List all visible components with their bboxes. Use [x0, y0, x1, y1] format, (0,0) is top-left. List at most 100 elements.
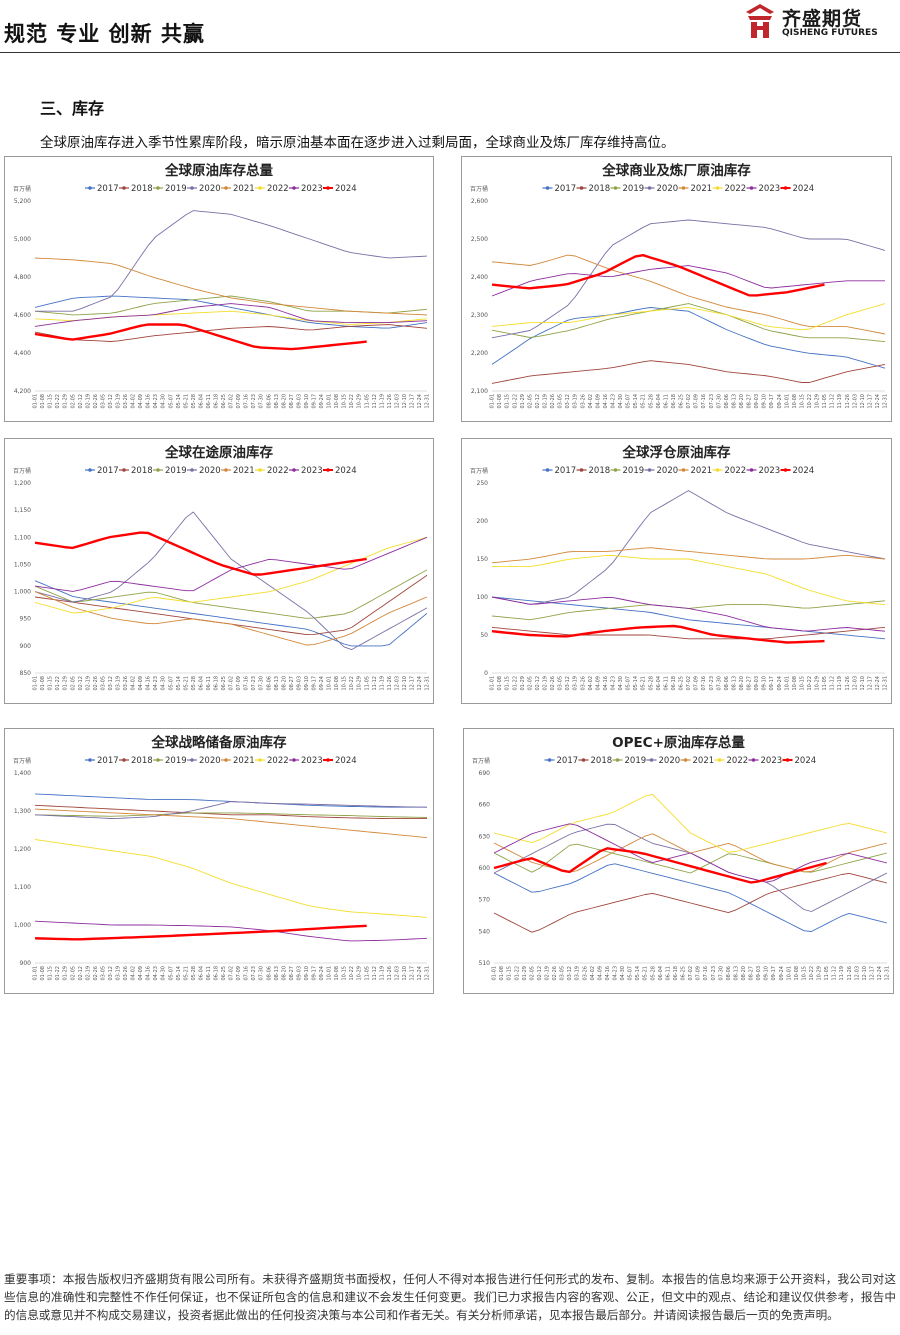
legend-marker: [88, 758, 92, 762]
series-line-2017: [493, 863, 888, 932]
x-tick-label: 05-14: [633, 394, 639, 409]
x-tick-label: 05-28: [650, 966, 656, 981]
x-tick-label: 04-30: [161, 676, 167, 691]
x-tick-label: 05-07: [626, 394, 632, 409]
x-tick-label: 03-26: [582, 966, 588, 981]
y-unit-label: 百万桶: [13, 467, 31, 475]
legend-marker: [292, 468, 296, 472]
legend-label: 2020: [199, 184, 221, 194]
x-tick-label: 03-12: [565, 394, 571, 409]
x-tick-label: 12-03: [852, 394, 858, 409]
x-tick-label: 05-21: [183, 676, 189, 691]
series-line-2017: [34, 793, 427, 808]
x-tick-label: 06-11: [206, 966, 212, 981]
x-tick-label: 08-13: [274, 394, 280, 409]
x-tick-label: 07-09: [236, 676, 242, 691]
x-tick-label: 08-20: [739, 394, 745, 409]
legend-marker: [292, 186, 296, 190]
y-unit-label: 百万桶: [472, 757, 490, 765]
x-tick-label: 12-24: [875, 676, 881, 691]
x-tick-label: 05-28: [191, 966, 197, 981]
legend-label: 2017: [97, 756, 119, 766]
x-tick-label: 02-26: [93, 394, 99, 409]
x-tick-label: 11-19: [837, 676, 843, 691]
chart-floating-storage: 全球浮仓原油库存 2017 2018 2019 2020 2021 2022 2023 2024…: [461, 438, 892, 704]
y-tick-label: 570: [479, 897, 491, 904]
y-tick-label: 1,000: [14, 589, 31, 596]
y-tick-label: 1,100: [14, 884, 31, 891]
x-tick-label: 10-01: [327, 394, 333, 409]
legend-label: 2021: [693, 756, 715, 766]
x-tick-label: 06-25: [681, 966, 687, 981]
legend-marker: [783, 186, 788, 190]
company-logo: 齐盛期货 QISHENG FUTURES: [742, 2, 892, 42]
series-line-2017: [34, 580, 428, 647]
x-tick-label: 11-12: [372, 676, 378, 691]
legend-marker: [292, 758, 296, 762]
x-tick-label: 03-19: [116, 966, 122, 981]
x-tick-label: 06-18: [214, 966, 220, 981]
x-tick-label: 03-26: [123, 394, 129, 409]
x-tick-label: 09-17: [771, 966, 777, 981]
x-tick-label: 10-22: [349, 394, 355, 409]
x-tick-label: 04-23: [611, 676, 617, 691]
x-tick-label: 06-11: [206, 394, 212, 409]
chart-opec-plus: OPEC+原油库存总量 2017 2018 2019 2020 2021 2022 2023 2…: [463, 728, 894, 994]
x-tick-label: 07-23: [251, 676, 257, 691]
x-tick-label: 09-03: [296, 394, 302, 409]
x-tick-label: 11-05: [824, 966, 830, 981]
x-tick-label: 10-08: [794, 966, 800, 981]
x-tick-label: 04-02: [588, 676, 594, 691]
x-tick-label: 11-26: [387, 394, 393, 409]
qisheng-emblem-icon: [746, 4, 774, 38]
x-tick-label: 05-21: [643, 966, 649, 981]
x-tick-label: 07-09: [694, 394, 700, 409]
x-tick-label: 01-01: [490, 676, 496, 691]
legend-label: 2022: [725, 466, 747, 476]
x-tick-label: 03-26: [123, 676, 129, 691]
x-tick-label: 07-23: [709, 676, 715, 691]
x-tick-label: 10-22: [807, 394, 813, 409]
legend-marker: [224, 468, 228, 472]
y-tick-label: 0: [484, 670, 488, 677]
series-line-2023: [491, 265, 885, 297]
legend-label: 2018: [131, 184, 153, 194]
legend-label: 2019: [623, 184, 645, 194]
logo-cn-text: 齐盛期货: [782, 8, 863, 30]
x-tick-label: 04-23: [153, 966, 159, 981]
x-tick-label: 12-31: [425, 966, 431, 981]
x-tick-label: 02-05: [527, 394, 533, 409]
x-tick-label: 08-27: [289, 394, 295, 409]
x-tick-label: 02-05: [70, 966, 76, 981]
series-line-2017: [491, 596, 886, 640]
y-unit-label: 百万桶: [470, 185, 488, 193]
legend-marker: [326, 186, 330, 190]
x-tick-label: 09-10: [304, 676, 310, 691]
x-tick-label: 12-10: [860, 394, 866, 409]
x-tick-label: 09-24: [777, 676, 783, 691]
x-tick-label: 04-30: [618, 676, 624, 691]
x-tick-label: 12-17: [410, 394, 416, 409]
series-line-2021: [491, 254, 886, 335]
legend-label: 2017: [97, 466, 119, 476]
legend-marker: [224, 186, 228, 190]
legend-label: 2021: [233, 184, 255, 194]
x-tick-label: 12-31: [425, 394, 431, 409]
x-tick-label: 12-24: [417, 676, 423, 691]
x-tick-label: 01-29: [520, 676, 526, 691]
x-tick-label: 08-06: [266, 676, 272, 691]
series-line-2023: [34, 920, 428, 942]
x-tick-label: 08-06: [726, 966, 732, 981]
header-divider: [0, 52, 900, 53]
y-tick-label: 660: [479, 802, 491, 809]
x-tick-label: 10-08: [792, 676, 798, 691]
x-tick-label: 03-05: [100, 394, 106, 409]
x-tick-label: 03-19: [573, 676, 579, 691]
x-tick-label: 07-09: [236, 394, 242, 409]
chart-svg: 全球商业及炼厂原油库存 2017 2018 2019 2020 2021 2022 2023 2…: [470, 162, 889, 409]
x-tick-label: 06-25: [679, 394, 685, 409]
x-tick-label: 03-12: [567, 966, 573, 981]
legend-label: 2021: [691, 466, 713, 476]
x-tick-label: 04-30: [161, 394, 167, 409]
x-tick-label: 09-10: [304, 394, 310, 409]
